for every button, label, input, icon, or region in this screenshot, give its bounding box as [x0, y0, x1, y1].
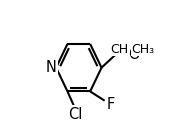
- Text: CH₂: CH₂: [111, 43, 134, 56]
- Text: N: N: [45, 60, 56, 75]
- Text: O: O: [128, 47, 139, 62]
- Text: F: F: [106, 97, 114, 112]
- Text: Cl: Cl: [69, 107, 83, 122]
- Text: CH₃: CH₃: [131, 43, 154, 56]
